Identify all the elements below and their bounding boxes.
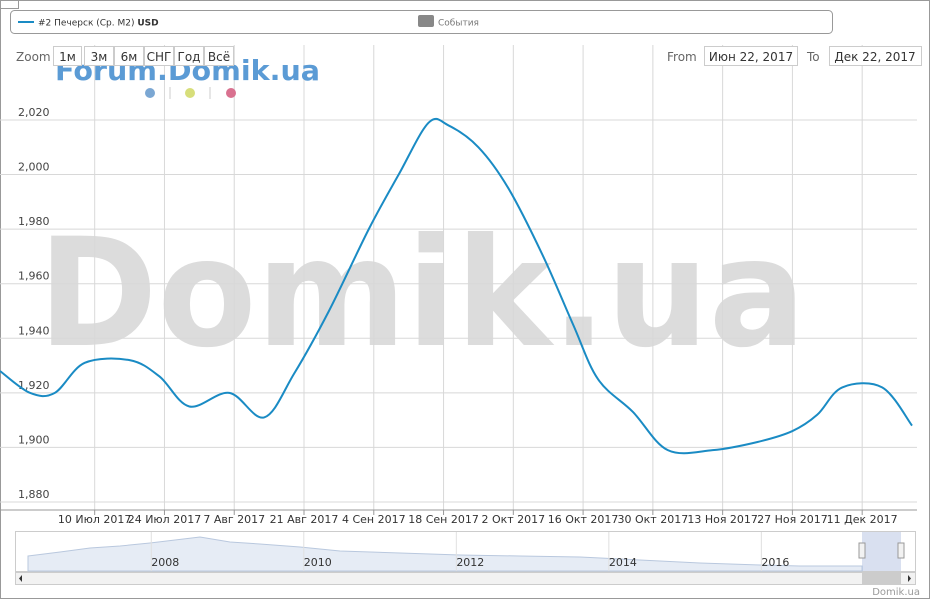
zoom-label: Zoom [16, 50, 51, 64]
y-tick-label: 1,900 [18, 433, 50, 446]
navigator-area [27, 536, 863, 572]
zoom-button-label[interactable]: 1м [59, 50, 76, 64]
legend-name[interactable]: #2 Печерск (Ср. M2) [38, 19, 134, 29]
from-input-box[interactable] [704, 46, 798, 66]
zoom-button-label[interactable]: 3м [91, 50, 108, 64]
zoom-button[interactable] [84, 46, 114, 66]
x-tick-label: 11 Дек 2017 [827, 513, 898, 526]
zoom-button[interactable] [144, 46, 174, 66]
credit[interactable]: Domik.ua [872, 587, 920, 598]
y-tick-label: 1,880 [18, 488, 50, 501]
x-tick-label: 24 Июл 2017 [128, 513, 202, 526]
navigator-label: 2008 [151, 556, 179, 569]
legend-entry[interactable]: #2 Печерск (Ср. M2) USD [38, 19, 159, 29]
x-tick-label: 13 Ноя 2017 [687, 513, 758, 526]
zoom-button-label[interactable]: СНГ [147, 50, 172, 64]
from-input[interactable]: Июн 22, 2017 [709, 50, 793, 64]
y-tick-label: 1,940 [18, 324, 50, 337]
navigator-label: 2016 [761, 556, 789, 569]
dot [226, 88, 236, 98]
zoom-button-label[interactable]: Всё [208, 50, 230, 64]
zoom-button-label[interactable]: 6м [121, 50, 138, 64]
dot [185, 88, 195, 98]
navigator-label: 2010 [304, 556, 332, 569]
x-tick-label: 10 Июл 2017 [58, 513, 132, 526]
y-tick-label: 1,920 [18, 379, 50, 392]
zoom-button[interactable] [204, 46, 234, 66]
x-tick-label: 21 Авг 2017 [270, 513, 339, 526]
scrollbar[interactable] [15, 572, 916, 585]
from-label: From [667, 50, 697, 64]
y-tick-label: 1,960 [18, 270, 50, 283]
to-label: To [806, 50, 820, 64]
x-tick-label: 2 Окт 2017 [481, 513, 545, 526]
dot [145, 88, 155, 98]
x-tick-label: 16 Окт 2017 [548, 513, 619, 526]
x-tick-label: 18 Сен 2017 [408, 513, 479, 526]
scroll-left[interactable] [19, 575, 22, 582]
navigator-handle[interactable] [858, 542, 866, 559]
navigator-mask [862, 532, 901, 571]
scroll-right[interactable] [908, 575, 911, 582]
y-tick-label: 1,980 [18, 215, 50, 228]
navigator-handle[interactable] [897, 542, 905, 559]
zoom-button[interactable] [174, 46, 204, 66]
navigator-label: 2012 [456, 556, 484, 569]
zoom-button[interactable] [53, 46, 82, 66]
x-tick-label: 7 Авг 2017 [203, 513, 265, 526]
events-swatch [418, 15, 434, 27]
scrollbar-thumb[interactable] [862, 573, 901, 584]
legend-unit[interactable]: USD [137, 19, 158, 29]
x-tick-label: 27 Ноя 2017 [757, 513, 828, 526]
zoom-button-label[interactable]: Год [178, 50, 201, 64]
navigator-label: 2014 [609, 556, 637, 569]
y-tick-label: 2,020 [18, 106, 50, 119]
y-tick-label: 2,000 [18, 161, 50, 174]
to-input-box[interactable] [829, 46, 922, 66]
watermark-large: Domik.ua [38, 207, 806, 381]
x-tick-label: 30 Окт 2017 [618, 513, 689, 526]
to-input[interactable]: Дек 22, 2017 [834, 50, 915, 64]
events-legend[interactable]: События [438, 19, 479, 29]
x-tick-label: 4 Сен 2017 [342, 513, 406, 526]
zoom-button[interactable] [114, 46, 144, 66]
corner-box [0, 0, 19, 9]
line-series [0, 117, 913, 455]
